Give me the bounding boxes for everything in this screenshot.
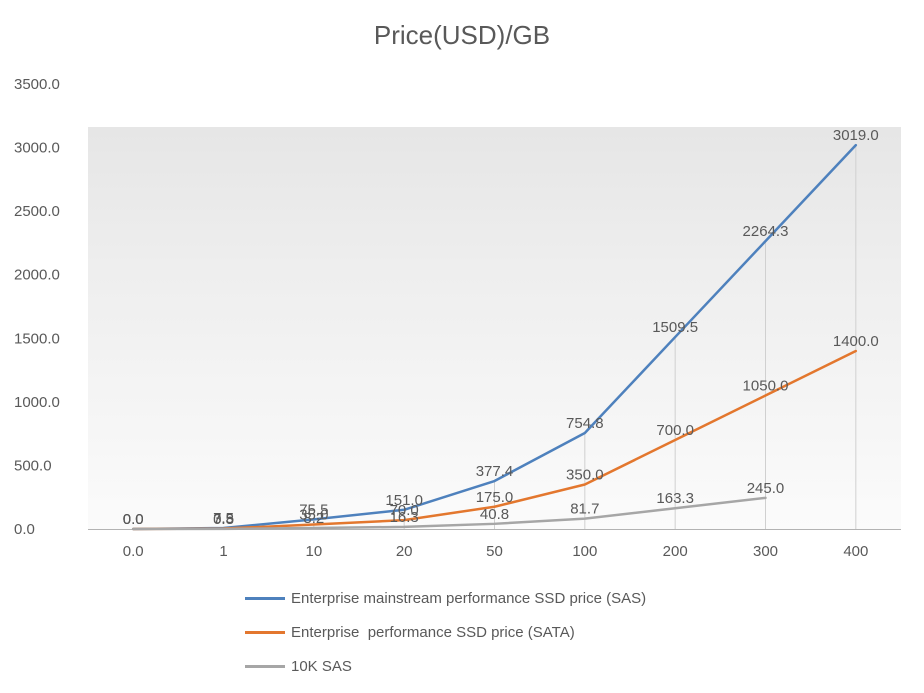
y-tick-label: 1000.0	[14, 394, 60, 411]
data-label: 0.8	[213, 511, 234, 528]
x-tick-label: 20	[396, 543, 413, 560]
series-line-1	[131, 349, 858, 531]
data-label: 81.7	[570, 501, 599, 518]
data-label: 2264.3	[743, 223, 789, 240]
legend-label: 10K SAS	[291, 657, 352, 675]
y-tick-label: 500.0	[14, 457, 52, 474]
y-tick-label: 0.0	[14, 521, 35, 538]
y-tick-label: 1500.0	[14, 330, 60, 347]
data-label: 1509.5	[652, 319, 698, 336]
chart-legend: Enterprise mainstream performance SSD pr…	[245, 588, 646, 676]
data-label: 0.0	[123, 511, 144, 528]
legend-line-sample	[245, 596, 285, 600]
data-label: 16.3	[390, 509, 419, 526]
legend-label: Enterprise mainstream performance SSD pr…	[291, 589, 647, 607]
data-label: 754.8	[566, 415, 604, 432]
data-label: 245.0	[747, 480, 785, 497]
legend-line-sample	[245, 630, 285, 634]
legend-item-2: 10K SAS	[245, 656, 646, 676]
legend-line-sample	[245, 664, 285, 668]
series-line-2	[131, 496, 767, 531]
legend-item-0: Enterprise mainstream performance SSD pr…	[245, 588, 646, 608]
x-tick-label: 50	[486, 543, 503, 560]
y-tick-label: 2000.0	[14, 267, 60, 284]
x-tick-label: 400	[843, 543, 868, 560]
data-label: 0.0	[123, 511, 144, 528]
legend-item-1: Enterprise performance SSD price (SATA)	[245, 622, 646, 642]
data-label: 40.8	[480, 506, 509, 523]
x-tick-label: 300	[753, 543, 778, 560]
data-label: 377.4	[476, 463, 514, 480]
x-tick-label: 1	[219, 543, 227, 560]
data-label: 163.3	[656, 490, 694, 507]
data-label: 1400.0	[833, 333, 879, 350]
x-tick-label: 200	[663, 543, 688, 560]
data-label: 3019.0	[833, 127, 879, 144]
legend-label: Enterprise performance SSD price (SATA)	[291, 623, 575, 641]
y-tick-label: 3500.0	[14, 76, 60, 93]
series-line-0	[131, 143, 858, 531]
data-label: 70.0	[390, 502, 419, 519]
y-tick-label: 3000.0	[14, 140, 60, 157]
x-tick-label: 10	[305, 543, 322, 560]
data-label: 35.0	[299, 507, 328, 524]
data-label: 3.5	[213, 511, 234, 528]
data-label: 700.0	[656, 422, 694, 439]
x-tick-label: 0.0	[123, 543, 144, 560]
data-label: 350.0	[566, 467, 604, 484]
x-tick-label: 100	[572, 543, 597, 560]
data-label: 151.0	[385, 492, 423, 509]
y-tick-label: 2500.0	[14, 203, 60, 220]
chart-title: Price(USD)/GB	[373, 20, 551, 50]
data-label: 175.0	[476, 489, 514, 506]
data-label: 0.0	[123, 511, 144, 528]
data-label: 75.5	[299, 501, 328, 518]
data-label: 8.2	[303, 510, 324, 527]
data-label: 1050.0	[743, 378, 789, 395]
data-label: 7.5	[213, 510, 234, 527]
